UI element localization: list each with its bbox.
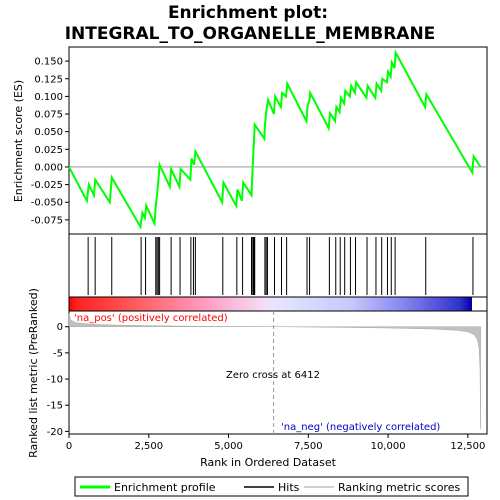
- rank-y-tick-label: -5: [53, 348, 63, 359]
- hit-markers: [87, 237, 474, 295]
- es-y-tick-label: 0.000: [34, 162, 63, 173]
- legend-hits-label: Hits: [278, 481, 300, 494]
- es-y-tick-label: -0.025: [31, 180, 63, 191]
- zero-cross-label: Zero cross at 6412: [226, 370, 320, 381]
- rank-heatmap-bar: [69, 297, 472, 311]
- rank-y-tick-label: -10: [47, 375, 63, 386]
- rank-y-tick-label: -15: [47, 401, 63, 412]
- rank-y-axis: 0 -5 -10 -15 -20: [47, 322, 69, 438]
- rank-panel-frame: [68, 310, 488, 435]
- es-y-tick-label: 0.100: [34, 92, 63, 103]
- chart-title-line1: Enrichment plot:: [168, 3, 328, 23]
- rank-x-tick-label: 7,500: [294, 441, 323, 452]
- rank-y-tick-label: -20: [47, 427, 63, 438]
- legend-enrichment-label: Enrichment profile: [114, 481, 216, 494]
- es-y-tick-label: 0.050: [34, 127, 63, 138]
- es-y-tick-label: 0.150: [34, 57, 63, 68]
- es-y-axis: -0.075 -0.050 -0.025 0.000 0.025 0.050 0.075 0.…: [31, 57, 69, 226]
- es-y-axis-label: Enrichment score (ES): [12, 80, 25, 202]
- es-y-tick-label: 0.075: [34, 110, 63, 121]
- es-y-tick-label: -0.075: [31, 215, 63, 226]
- rank-x-axis: 0 2,500 5,000 7,500 10,000 12,500: [66, 434, 485, 452]
- hits-panel-frame: [68, 233, 488, 298]
- rank-y-axis-label: Ranked list metric (PreRanked): [27, 288, 40, 458]
- rank-x-tick-label: 0: [66, 441, 72, 452]
- positive-correlation-label: 'na_pos' (positively correlated): [74, 313, 228, 324]
- es-y-tick-label: 0.125: [34, 74, 63, 85]
- rank-y-tick-label: 0: [57, 322, 63, 333]
- rank-x-tick-label: 10,000: [371, 441, 406, 452]
- legend-ranking-label: Ranking metric scores: [338, 481, 460, 494]
- rank-x-axis-label: Rank in Ordered Dataset: [200, 456, 337, 469]
- chart-title-line2: INTEGRAL_TO_ORGANELLE_MEMBRANE: [65, 24, 436, 44]
- ranking-metric-area: [68, 313, 481, 429]
- rank-x-tick-label: 12,500: [450, 441, 485, 452]
- enrichment-profile-line: [68, 49, 482, 230]
- negative-correlation-label: 'na_neg' (negatively correlated): [281, 422, 440, 433]
- es-y-tick-label: -0.050: [31, 198, 63, 209]
- es-y-tick-label: 0.025: [34, 145, 63, 156]
- es-panel-frame: [68, 46, 488, 235]
- rank-x-tick-label: 2,500: [134, 441, 163, 452]
- rank-x-tick-label: 5,000: [214, 441, 243, 452]
